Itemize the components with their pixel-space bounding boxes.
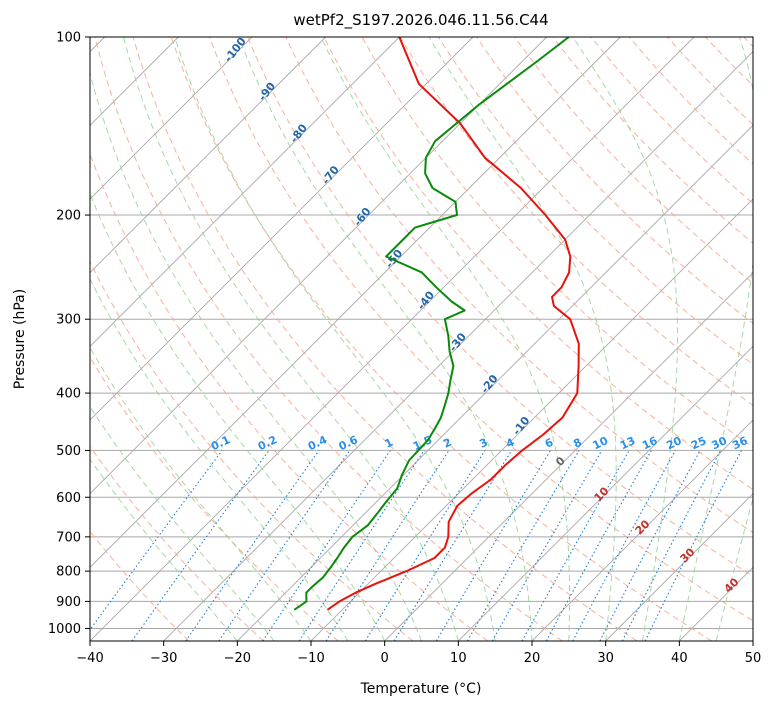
isotherm-line [237, 124, 753, 641]
moist-adiabat-line [90, 192, 386, 641]
y-tick-label: 400 [56, 387, 81, 402]
mixing-ratio-line [131, 450, 270, 641]
y-axis-label: Pressure (hPa) [12, 289, 28, 389]
x-tick-label: 40 [671, 651, 688, 666]
y-tick-label: 900 [56, 595, 81, 610]
dry-adiabat-line [94, 37, 563, 641]
mixing-ratio-line [90, 450, 223, 631]
y-axis-ticks: 100 200 300 400 500 600 700 800 900 1000 [48, 31, 90, 637]
dry-adiabat-line [514, 37, 753, 284]
mixing-ratio-label: 20 [664, 434, 684, 452]
mixing-ratio-label: 36 [730, 434, 750, 452]
dry-adiabat-line [247, 37, 753, 577]
y-tick-label: 700 [56, 530, 81, 545]
dry-adiabat-line [399, 37, 753, 407]
mixing-ratio-label: 16 [640, 434, 660, 452]
isotherm-line [384, 272, 753, 641]
profile-series [293, 37, 580, 611]
mixing-ratio-line [467, 450, 580, 641]
dry-adiabat-line [323, 37, 753, 491]
dry-adiabat-line [209, 37, 753, 622]
x-axis-label: Temperature (°C) [360, 681, 482, 697]
mixing-ratio-lines [90, 450, 742, 641]
dry-adiabat-line [90, 260, 414, 641]
y-tick-label: 300 [56, 313, 81, 328]
dry-adiabat-line [90, 445, 264, 641]
dry-adiabat-line [628, 37, 753, 165]
x-axis-ticks: −40 −30 −20 −10 0 10 20 30 40 50 [76, 641, 761, 666]
x-tick-label: −20 [224, 651, 251, 666]
moist-adiabats [90, 37, 753, 641]
isotherm-line [90, 37, 621, 568]
mixing-ratio-label: 13 [618, 434, 637, 452]
isotherm-line [90, 37, 474, 421]
isotherm-line [458, 345, 753, 641]
moist-adiabat-line [678, 37, 753, 641]
x-tick-label: −10 [297, 651, 324, 666]
y-tick-label: 500 [56, 444, 81, 459]
moist-adiabat-line [90, 71, 422, 641]
isotherm-line [163, 51, 753, 641]
y-tick-label: 800 [56, 565, 81, 580]
isotherm-grid [90, 37, 753, 641]
mixing-ratio-label: 30 [710, 434, 730, 452]
x-tick-label: 10 [450, 651, 467, 666]
x-tick-label: 30 [597, 651, 614, 666]
moist-adiabat-line [90, 405, 275, 641]
moist-adiabat-line [174, 37, 496, 641]
moist-adiabat-line [238, 37, 533, 641]
x-tick-label: 0 [381, 651, 389, 666]
isotherm-line [90, 37, 326, 274]
isotherm-line [90, 37, 547, 495]
temperature-line [326, 37, 580, 611]
moist-adiabat-line [123, 37, 459, 641]
mixing-ratio-line [218, 450, 351, 641]
mixing-ratio-line [491, 450, 603, 641]
mixing-ratio-line [364, 450, 486, 641]
moist-adiabat-line [320, 37, 570, 641]
mixing-ratio-line [521, 450, 630, 641]
isotherm-line [605, 493, 753, 641]
moist-adiabat-line [428, 37, 617, 641]
x-tick-label: −40 [76, 651, 103, 666]
x-tick-label: 20 [524, 651, 541, 666]
mixing-ratio-label: 25 [689, 434, 708, 452]
moist-adiabat-line [90, 458, 238, 641]
moist-adiabat-line [90, 346, 312, 641]
chart-title: wetPf2_S197.2026.046.11.56.C44 [293, 11, 548, 30]
y-tick-label: 100 [56, 31, 81, 46]
y-tick-label: 1000 [48, 622, 81, 637]
y-tick-label: 600 [56, 491, 81, 506]
mixing-ratio-label: 10 [591, 434, 611, 452]
mixing-ratio-line [572, 450, 676, 641]
dry-adiabat-line [476, 37, 753, 325]
dry-adiabat-line [361, 37, 753, 448]
mixing-ratio-line [545, 450, 652, 641]
dry-adiabat-line [590, 37, 753, 205]
y-tick-label: 200 [56, 209, 81, 224]
isotherm-line [531, 419, 753, 641]
dry-adiabat-line [170, 37, 712, 641]
x-tick-label: 50 [745, 651, 762, 666]
moist-adiabat-line [90, 277, 349, 641]
dry-adiabats [90, 37, 753, 641]
plot-frame [89, 36, 754, 642]
isotherm-line [90, 37, 400, 347]
mixing-ratio-line [435, 450, 552, 641]
moist-adiabat-line [572, 37, 678, 641]
dewpoint-line [293, 37, 570, 611]
plot-area: 0.1 0.2 0.4 0.6 1 1.5 2 3 4 6 8 10 13 16 20 25 30 36-100-… [90, 37, 753, 641]
x-tick-label: −30 [150, 651, 177, 666]
dry-adiabat-line [132, 37, 638, 641]
mixing-ratio-line [393, 450, 513, 641]
moist-adiabat-line [715, 496, 753, 641]
mixing-ratio-line [325, 450, 450, 641]
isotherm-line [90, 37, 253, 200]
